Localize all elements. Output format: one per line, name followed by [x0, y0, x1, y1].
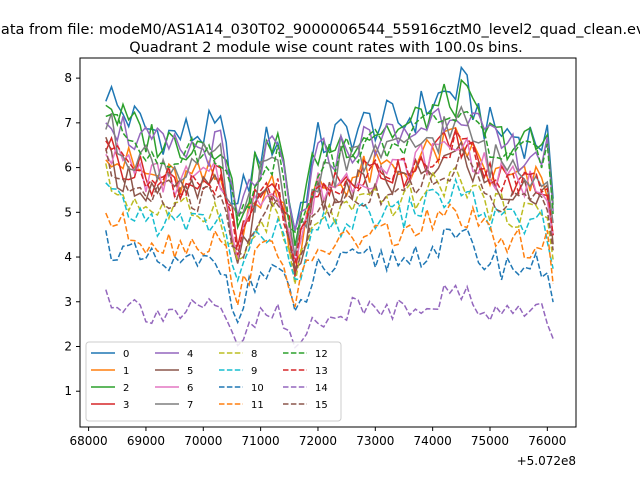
- x-tick-label: 74000: [414, 434, 452, 448]
- series-line-11: [105, 202, 554, 308]
- series-layer: [105, 65, 554, 349]
- legend-label: 10: [251, 383, 264, 394]
- legend-label: 5: [187, 366, 193, 377]
- y-tick-label: 8: [64, 71, 72, 85]
- legend-label: 11: [251, 400, 264, 411]
- legend-label: 12: [315, 349, 328, 360]
- legend-label: 4: [187, 349, 193, 360]
- x-tick-label: 72000: [299, 434, 337, 448]
- legend-label: 9: [251, 366, 257, 377]
- x-tick-label: 68000: [70, 434, 108, 448]
- series-line-10: [105, 227, 554, 325]
- x-tick-label: 76000: [528, 434, 566, 448]
- legend-label: 13: [315, 366, 328, 377]
- legend-label: 6: [187, 383, 193, 394]
- y-tick-label: 4: [64, 250, 72, 264]
- legend-label: 3: [123, 400, 129, 411]
- x-tick-label: 73000: [356, 434, 394, 448]
- series-line-0: [105, 65, 554, 232]
- x-tick-label: 71000: [242, 434, 280, 448]
- series-line-14: [105, 283, 554, 349]
- legend-label: 0: [123, 349, 129, 360]
- x-tick-label: 70000: [184, 434, 222, 448]
- legend-label: 15: [315, 400, 328, 411]
- series-line-13: [105, 128, 554, 263]
- legend-label: 1: [123, 366, 129, 377]
- y-tick-label: 1: [64, 384, 72, 398]
- y-tick-label: 2: [64, 339, 72, 353]
- y-axis: 1 2 3 4 5 6 7 8: [64, 71, 80, 398]
- series-line-2: [105, 78, 554, 247]
- series-line-7: [105, 105, 554, 256]
- series-line-8: [105, 163, 554, 285]
- legend-label: 14: [315, 383, 328, 394]
- y-tick-label: 7: [64, 116, 72, 130]
- legend-label: 2: [123, 383, 129, 394]
- series-line-15: [105, 146, 554, 275]
- x-tick-label: 75000: [471, 434, 509, 448]
- legend-label: 7: [187, 400, 193, 411]
- y-tick-label: 5: [64, 205, 72, 219]
- y-tick-label: 6: [64, 161, 72, 175]
- legend-label: 8: [251, 349, 257, 360]
- series-line-9: [105, 177, 554, 283]
- chart-title: Quadrant 2 module wise count rates with …: [129, 40, 523, 56]
- x-axis: 68000 69000 70000 71000 72000 73000 74000 75000…: [70, 427, 566, 448]
- y-tick-label: 3: [64, 295, 72, 309]
- x-tick-label: 69000: [127, 434, 165, 448]
- figure-suptitle: Data from file: modeM0/AS1A14_030T02_900…: [0, 22, 640, 38]
- series-line-12: [105, 110, 554, 234]
- plot-frame: [79, 57, 577, 428]
- x-offset-label: +5.072e8: [517, 454, 576, 468]
- legend-box: [85, 341, 342, 422]
